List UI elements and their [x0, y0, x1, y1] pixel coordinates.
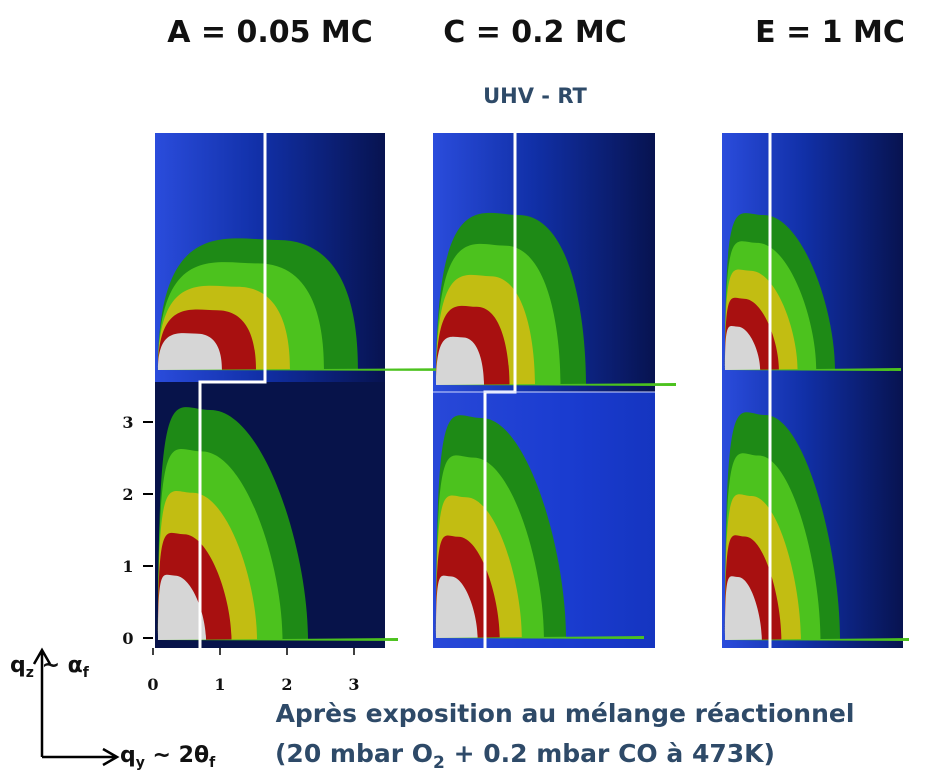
intensity-contour: [436, 575, 478, 638]
y-axis-label: qz ~ αf: [10, 653, 90, 681]
intensity-contour: [436, 336, 484, 385]
y-tick-label: 3: [122, 413, 133, 432]
label-part: y: [136, 755, 145, 771]
caption-part: 2: [433, 753, 445, 773]
caption: Après exposition au mélange réactionnel: [276, 699, 855, 728]
intensity-contour: [725, 576, 762, 640]
x-tick-label: 2: [281, 675, 292, 694]
subtitle: UHV - RT: [483, 84, 587, 108]
specular-streak: [436, 383, 676, 386]
specular-streak: [158, 368, 478, 371]
label-part: ~ 2θ: [145, 743, 209, 768]
caption: (20 mbar O2 + 0.2 mbar CO à 473K): [275, 739, 775, 773]
intensity-contour: [725, 326, 761, 370]
x-axis-label: qy ~ 2θf: [120, 743, 216, 771]
cut-line: [198, 133, 267, 648]
specular-streak: [158, 638, 398, 641]
y-tick-label: 0: [122, 629, 133, 648]
intensity-contour: [158, 574, 206, 640]
caption-part: (20 mbar O: [275, 739, 433, 768]
label-part: f: [209, 755, 216, 771]
intensity-contour: [158, 333, 222, 370]
caption-part: + 0.2 mbar CO à 473K): [445, 739, 775, 768]
axis-arrows: [32, 647, 120, 767]
label-part: f: [83, 665, 90, 681]
label-part: z: [26, 665, 34, 681]
panels: [155, 133, 909, 648]
x-tick-label: 1: [214, 675, 225, 694]
x-tick-label: 0: [147, 675, 158, 694]
y-tick-label: 2: [122, 485, 133, 504]
column-title: E = 1 MC: [755, 15, 905, 50]
column-title: C = 0.2 MC: [443, 15, 627, 50]
x-tick-label: 3: [348, 675, 359, 694]
column-title: A = 0.05 MC: [167, 15, 373, 50]
y-tick-label: 1: [122, 557, 133, 576]
label-part: q: [120, 743, 136, 768]
specular-streak: [436, 636, 644, 639]
label-part: q: [10, 653, 26, 678]
